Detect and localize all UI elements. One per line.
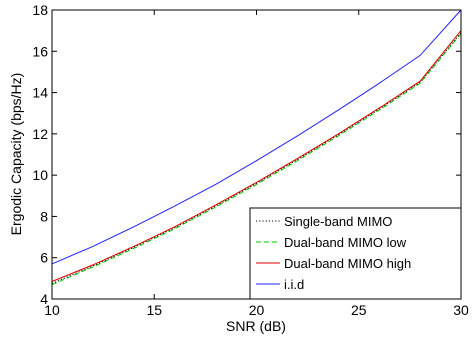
legend: Single-band MIMO Dual-band MIMO low Dual-b…	[249, 207, 462, 300]
legend-label: Dual-band MIMO low	[284, 235, 407, 250]
x-axis-title: SNR (dB)	[226, 318, 286, 334]
legend-label: Single-band MIMO	[284, 214, 392, 229]
series-line-0	[51, 32, 462, 284]
series-line-1	[51, 33, 462, 286]
series-layer	[51, 9, 462, 286]
x-tick-label: 30	[453, 302, 469, 318]
y-tick-label: 12	[32, 126, 48, 142]
y-tick-label: 14	[32, 85, 48, 101]
series-line-3	[51, 9, 462, 265]
y-tick-label: 10	[32, 167, 48, 183]
y-axis-title: Ergodic Capacity (bps/Hz)	[8, 73, 24, 236]
x-tick-label: 25	[351, 302, 367, 318]
y-tick-label: 6	[40, 250, 48, 266]
x-tick-label: 15	[146, 302, 162, 318]
legend-label: Dual-band MIMO high	[284, 256, 411, 271]
legend-box	[249, 207, 462, 300]
series-line-2	[51, 30, 462, 282]
legend-label: i.i.d	[284, 277, 304, 292]
x-tick-label: 10	[44, 302, 60, 318]
x-tick-label: 20	[249, 302, 265, 318]
y-tick-label: 4	[40, 291, 48, 307]
y-tick-label: 8	[40, 208, 48, 224]
y-tick-label: 16	[32, 43, 48, 59]
y-tick-label: 18	[32, 2, 48, 18]
